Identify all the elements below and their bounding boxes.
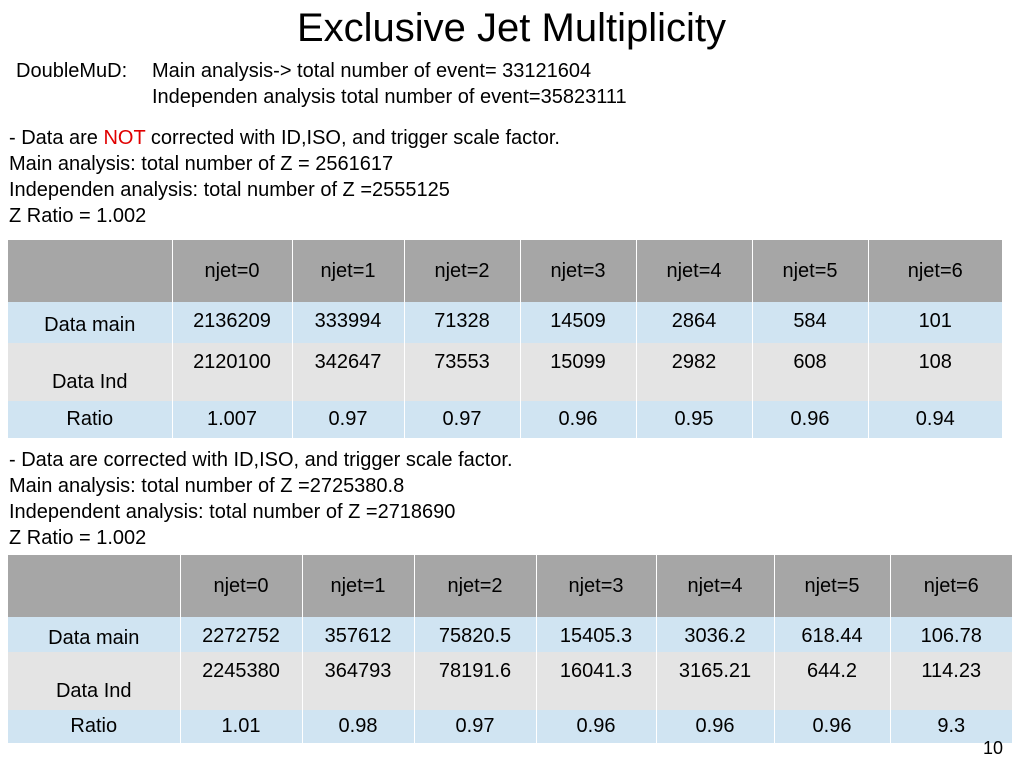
table-cell: 9.3 xyxy=(890,710,1012,743)
header-cell: njet=1 xyxy=(292,240,405,302)
table-cell: 2120100 xyxy=(172,343,293,401)
section1-indep-z: Independen analysis: total number of Z =… xyxy=(9,179,450,201)
table-cell: 0.97 xyxy=(414,710,537,743)
table-cell: 0.96 xyxy=(752,401,869,438)
header-cell: njet=6 xyxy=(868,240,1002,302)
section2-note: - Data are corrected with ID,ISO, and tr… xyxy=(9,449,513,471)
table-cell: 0.94 xyxy=(868,401,1002,438)
table-cell: 101 xyxy=(868,302,1002,343)
slide-title: Exclusive Jet Multiplicity xyxy=(296,6,726,50)
table-cell: 2272752 xyxy=(180,617,303,652)
table-cell: 0.97 xyxy=(292,401,405,438)
table-cell: 2982 xyxy=(636,343,753,401)
header-cell: njet=2 xyxy=(414,555,537,617)
table-cell: 78191.6 xyxy=(414,652,537,710)
table-row: Ratio 1.007 0.97 0.97 0.96 0.95 0.96 0.9… xyxy=(8,401,1002,438)
table-cell: 0.96 xyxy=(536,710,657,743)
page-number: 10 xyxy=(982,738,1003,758)
header-cell: njet=1 xyxy=(302,555,415,617)
section1-note-prefix: - Data are xyxy=(9,127,104,149)
table-cell: 15099 xyxy=(520,343,637,401)
section2-indep-z: Independent analysis: total number of Z … xyxy=(9,501,456,523)
table-cell: 1.01 xyxy=(180,710,303,743)
table-cell: 14509 xyxy=(520,302,637,343)
header-cell: njet=3 xyxy=(520,240,637,302)
table-header-row: njet=0 njet=1 njet=2 njet=3 njet=4 njet=… xyxy=(8,240,1002,302)
section1-note: - Data are NOT corrected with ID,ISO, an… xyxy=(9,125,560,151)
main-event-count: Main analysis-> total number of event= 3… xyxy=(152,60,592,82)
table-cell: 3036.2 xyxy=(656,617,775,652)
header-cell xyxy=(8,555,181,617)
section1-main-z: Main analysis: total number of Z = 25616… xyxy=(9,153,394,175)
table-cell: 0.97 xyxy=(404,401,521,438)
table-cell: 16041.3 xyxy=(536,652,657,710)
table-cell: 0.96 xyxy=(774,710,891,743)
header-cell xyxy=(8,240,173,302)
table-row: Ratio 1.01 0.98 0.97 0.96 0.96 0.96 9.3 xyxy=(8,710,1012,743)
table-cell: 71328 xyxy=(404,302,521,343)
not-emphasis: NOT xyxy=(103,127,146,149)
table-cell: 73553 xyxy=(404,343,521,401)
header-cell: njet=0 xyxy=(172,240,293,302)
row-label: Data main xyxy=(8,302,173,343)
table-cell: 342647 xyxy=(292,343,405,401)
table-cell: 75820.5 xyxy=(414,617,537,652)
table-cell: 608 xyxy=(752,343,869,401)
table-cell: 333994 xyxy=(292,302,405,343)
table-cell: 114.23 xyxy=(890,652,1012,710)
row-label: Ratio xyxy=(8,401,173,438)
corrected-table: njet=0 njet=1 njet=2 njet=3 njet=4 njet=… xyxy=(8,555,1012,743)
table-cell: 0.96 xyxy=(520,401,637,438)
table-cell: 584 xyxy=(752,302,869,343)
table-cell: 644.2 xyxy=(774,652,891,710)
header-cell: njet=2 xyxy=(404,240,521,302)
row-label: Data Ind xyxy=(8,652,181,710)
header-cell: njet=5 xyxy=(774,555,891,617)
table-cell: 0.95 xyxy=(636,401,753,438)
table-row: Data Ind 2245380 364793 78191.6 16041.3 … xyxy=(8,652,1012,710)
header-cell: njet=3 xyxy=(536,555,657,617)
table-cell: 108 xyxy=(868,343,1002,401)
row-label: Data Ind xyxy=(8,343,173,401)
table-cell: 2864 xyxy=(636,302,753,343)
table-cell: 2136209 xyxy=(172,302,293,343)
table-header-row: njet=0 njet=1 njet=2 njet=3 njet=4 njet=… xyxy=(8,555,1012,617)
table-cell: 15405.3 xyxy=(536,617,657,652)
table-cell: 1.007 xyxy=(172,401,293,438)
header-cell: njet=4 xyxy=(656,555,775,617)
header-cell: njet=6 xyxy=(890,555,1012,617)
table-row: Data main 2272752 357612 75820.5 15405.3… xyxy=(8,617,1012,652)
row-label: Ratio xyxy=(8,710,181,743)
section2-main-z: Main analysis: total number of Z =272538… xyxy=(9,475,405,497)
section1-note-suffix: corrected with ID,ISO, and trigger scale… xyxy=(145,127,560,149)
header-cell: njet=4 xyxy=(636,240,753,302)
header-cell: njet=5 xyxy=(752,240,869,302)
table-cell: 106.78 xyxy=(890,617,1012,652)
section1-z-ratio: Z Ratio = 1.002 xyxy=(9,205,147,227)
table-cell: 2245380 xyxy=(180,652,303,710)
table-cell: 0.96 xyxy=(656,710,775,743)
indep-event-count: Independen analysis total number of even… xyxy=(152,86,627,108)
row-label: Data main xyxy=(8,617,181,652)
table-cell: 3165.21 xyxy=(656,652,775,710)
table-row: Data Ind 2120100 342647 73553 15099 2982… xyxy=(8,343,1002,401)
table-cell: 0.98 xyxy=(302,710,415,743)
header-cell: njet=0 xyxy=(180,555,303,617)
section2-z-ratio: Z Ratio = 1.002 xyxy=(9,527,147,549)
table-cell: 618.44 xyxy=(774,617,891,652)
table-row: Data main 2136209 333994 71328 14509 286… xyxy=(8,302,1002,343)
uncorrected-table: njet=0 njet=1 njet=2 njet=3 njet=4 njet=… xyxy=(8,240,1002,438)
dataset-label: DoubleMuD: xyxy=(16,60,128,82)
table-cell: 364793 xyxy=(302,652,415,710)
table-cell: 357612 xyxy=(302,617,415,652)
